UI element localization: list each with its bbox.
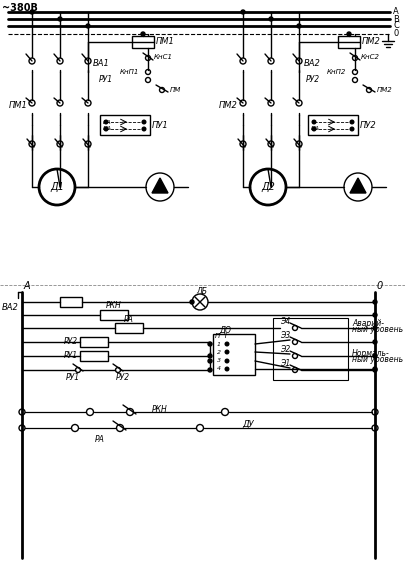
- Text: ПМ1: ПМ1: [156, 38, 175, 46]
- Circle shape: [311, 127, 315, 131]
- Circle shape: [225, 367, 228, 371]
- Text: РКН: РКН: [106, 302, 121, 310]
- Circle shape: [372, 367, 376, 371]
- Circle shape: [372, 326, 376, 330]
- Text: ПУ2: ПУ2: [359, 121, 376, 129]
- Circle shape: [269, 17, 272, 21]
- Polygon shape: [349, 178, 365, 193]
- Text: ПА: ПА: [103, 126, 112, 132]
- Bar: [100, 115, 149, 135]
- Text: ДО: ДО: [218, 325, 230, 335]
- Circle shape: [30, 10, 34, 14]
- Text: КнС2: КнС2: [360, 54, 379, 60]
- Circle shape: [142, 120, 145, 124]
- Circle shape: [350, 120, 353, 124]
- Circle shape: [296, 24, 300, 28]
- Text: ПА: ПА: [310, 126, 319, 132]
- Text: ВА1: ВА1: [93, 59, 110, 67]
- Circle shape: [372, 313, 376, 317]
- Circle shape: [372, 368, 376, 372]
- Circle shape: [372, 300, 376, 304]
- Circle shape: [207, 368, 211, 372]
- Text: Э1: Э1: [279, 358, 290, 368]
- Text: РА: РА: [124, 314, 134, 324]
- Text: Д2: Д2: [260, 182, 274, 192]
- Text: 0: 0: [392, 30, 397, 38]
- Text: Нормаль-: Нормаль-: [351, 349, 389, 357]
- Circle shape: [372, 354, 376, 358]
- Text: РА: РА: [95, 436, 104, 444]
- Text: ПМ1: ПМ1: [9, 102, 28, 111]
- Circle shape: [58, 17, 62, 21]
- Bar: [272, 318, 347, 380]
- Text: Э2: Э2: [279, 345, 290, 353]
- Bar: [132, 36, 153, 48]
- Bar: [80, 351, 108, 361]
- Text: РУ2: РУ2: [64, 338, 78, 346]
- Text: КнП2: КнП2: [326, 69, 345, 75]
- Text: РУ1: РУ1: [66, 374, 80, 382]
- Polygon shape: [151, 178, 168, 193]
- Text: ный уровень: ный уровень: [351, 325, 402, 335]
- Text: ПУ1: ПУ1: [151, 121, 168, 129]
- Circle shape: [86, 24, 90, 28]
- Text: ПМ: ПМ: [170, 87, 181, 93]
- Bar: [213, 334, 254, 375]
- Text: ный уровень: ный уровень: [351, 356, 402, 364]
- Bar: [337, 36, 359, 48]
- Circle shape: [207, 342, 211, 346]
- Circle shape: [225, 359, 228, 363]
- Circle shape: [190, 300, 194, 304]
- Text: РКН: РКН: [151, 404, 167, 414]
- Text: В: В: [392, 14, 398, 24]
- Text: РУ2: РУ2: [305, 75, 319, 85]
- Text: RA: RA: [103, 119, 111, 125]
- Text: РУ2: РУ2: [116, 374, 130, 382]
- Circle shape: [207, 354, 211, 358]
- Circle shape: [350, 127, 353, 131]
- Bar: [307, 115, 357, 135]
- Circle shape: [142, 127, 145, 131]
- Text: ВА2: ВА2: [2, 303, 19, 311]
- Circle shape: [311, 120, 315, 124]
- Bar: [80, 337, 108, 347]
- Bar: [100, 310, 128, 320]
- Bar: [60, 297, 82, 307]
- Text: П  I: П I: [215, 333, 226, 339]
- Text: Э4: Э4: [279, 317, 290, 325]
- Text: Аварий-: Аварий-: [351, 318, 383, 328]
- Text: 1: 1: [216, 342, 220, 346]
- Circle shape: [104, 120, 108, 124]
- Text: ПМ2: ПМ2: [376, 87, 392, 93]
- Text: 4: 4: [216, 367, 220, 372]
- Text: ПМ2: ПМ2: [219, 102, 237, 111]
- Circle shape: [104, 127, 108, 131]
- Text: А: А: [392, 8, 398, 16]
- Text: А: А: [24, 281, 30, 291]
- Text: КнП1: КнП1: [120, 69, 139, 75]
- Circle shape: [241, 10, 244, 14]
- Text: ВА2: ВА2: [303, 59, 320, 67]
- Circle shape: [346, 32, 350, 36]
- Circle shape: [225, 342, 228, 346]
- Circle shape: [372, 340, 376, 344]
- Text: КнС1: КнС1: [153, 54, 173, 60]
- Text: 3: 3: [216, 358, 220, 364]
- Text: ПМ2: ПМ2: [361, 38, 380, 46]
- Circle shape: [141, 32, 145, 36]
- Text: ЛБ: ЛБ: [196, 288, 207, 296]
- Text: 2: 2: [216, 350, 220, 354]
- Bar: [115, 323, 143, 333]
- Text: РУ1: РУ1: [99, 75, 113, 85]
- Text: ~380В: ~380В: [2, 3, 38, 13]
- Circle shape: [207, 359, 211, 363]
- Text: Э3: Э3: [279, 331, 290, 339]
- Text: Д1: Д1: [50, 182, 64, 192]
- Circle shape: [225, 350, 228, 354]
- Text: 0: 0: [376, 281, 382, 291]
- Text: РУ1: РУ1: [64, 351, 78, 361]
- Text: ДУ: ДУ: [241, 419, 253, 429]
- Text: С: С: [392, 21, 398, 31]
